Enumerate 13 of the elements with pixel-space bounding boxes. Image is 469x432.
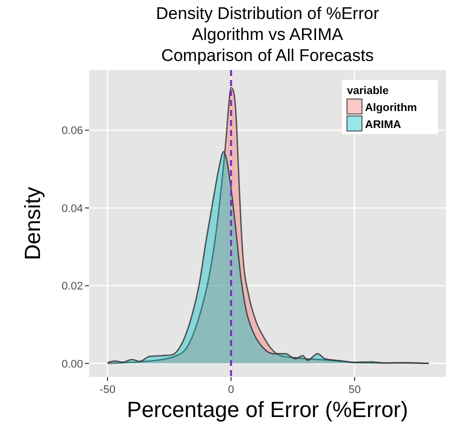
legend-title: variable bbox=[347, 85, 389, 97]
y-tick-label: 0.06 bbox=[62, 125, 83, 138]
x-axis-title: Percentage of Error (%Error) bbox=[126, 397, 408, 422]
x-tick-label: 50 bbox=[348, 384, 361, 396]
y-tick-label: 0.04 bbox=[62, 202, 83, 215]
legend-label: ARIMA bbox=[365, 119, 402, 131]
y-axis-title: Density bbox=[20, 186, 45, 260]
legend-label: Algorithm bbox=[365, 102, 418, 114]
x-tick-label: -50 bbox=[100, 384, 116, 396]
y-tick-label: 0.00 bbox=[62, 358, 83, 370]
x-tick-label: 0 bbox=[228, 384, 234, 396]
y-tick-label: 0.02 bbox=[62, 280, 83, 293]
chart-title: Density Distribution of %Error Algorithm vs ARIMA Comparison of All Forecasts bbox=[156, 4, 380, 65]
